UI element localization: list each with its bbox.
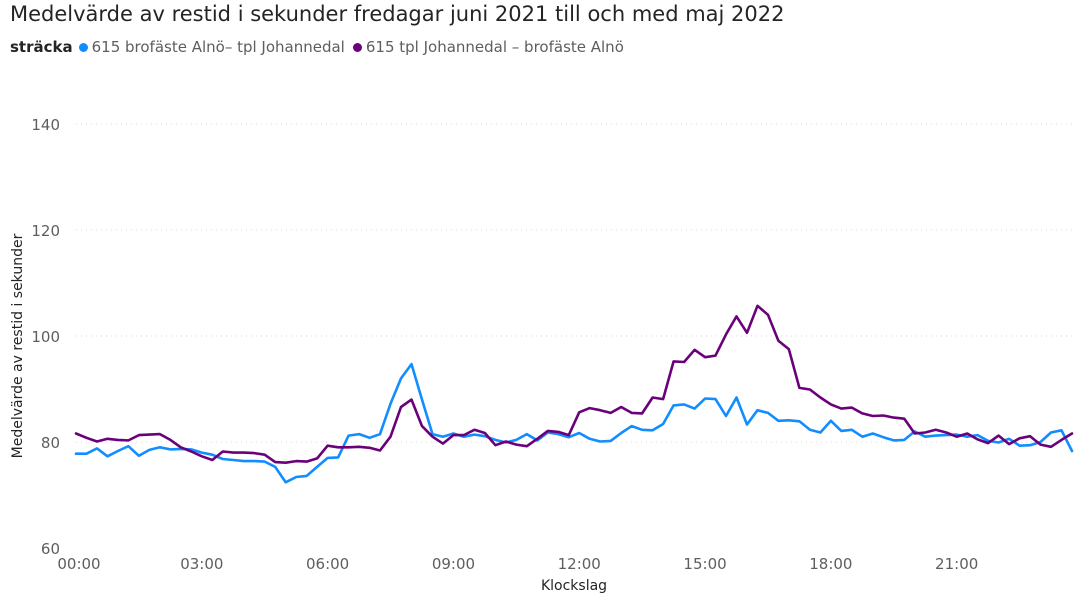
legend-title: sträcka xyxy=(10,38,73,56)
x-tick-label: 15:00 xyxy=(683,555,726,573)
x-axis-label: Klockslag xyxy=(541,578,607,594)
x-tick-label: 12:00 xyxy=(558,555,601,573)
x-tick-label: 09:00 xyxy=(432,555,475,573)
x-tick-label: 18:00 xyxy=(809,555,852,573)
x-tick-label: 03:00 xyxy=(180,555,223,573)
y-axis-ticks: 60 80 100 120 140 xyxy=(31,116,60,558)
gridlines xyxy=(76,123,1072,443)
x-axis-ticks: 00:00 03:00 06:00 09:00 12:00 15:00 18:00 21:00 xyxy=(57,555,978,573)
y-tick-label: 80 xyxy=(41,434,60,452)
series-line-1[interactable] xyxy=(74,304,1074,465)
legend-label: 615 tpl Johannedal – brofäste Alnö xyxy=(365,38,624,56)
y-tick-label: 120 xyxy=(31,222,60,240)
legend-label: 615 brofäste Alnö– tpl Johannedal xyxy=(91,38,345,56)
x-tick-label: 06:00 xyxy=(306,555,349,573)
y-tick-label: 60 xyxy=(41,540,60,558)
y-axis-label: Medelvärde av restid i sekunder xyxy=(10,233,26,458)
series-line-0[interactable] xyxy=(74,362,1074,484)
series-lines xyxy=(74,304,1074,484)
y-tick-label: 140 xyxy=(31,116,60,134)
x-tick-label: 00:00 xyxy=(57,555,100,573)
x-tick-label: 21:00 xyxy=(935,555,978,573)
legend-item-series-1[interactable]: 615 tpl Johannedal – brofäste Alnö xyxy=(352,38,624,56)
legend: sträcka 615 brofäste Alnö– tpl Johanneda… xyxy=(10,38,632,56)
legend-dot-icon xyxy=(78,42,88,52)
chart-title: Medelvärde av restid i sekunder fredagar… xyxy=(10,2,785,26)
legend-dot-icon xyxy=(352,42,362,52)
legend-item-series-0[interactable]: 615 brofäste Alnö– tpl Johannedal xyxy=(78,38,345,56)
y-tick-label: 100 xyxy=(31,328,60,346)
